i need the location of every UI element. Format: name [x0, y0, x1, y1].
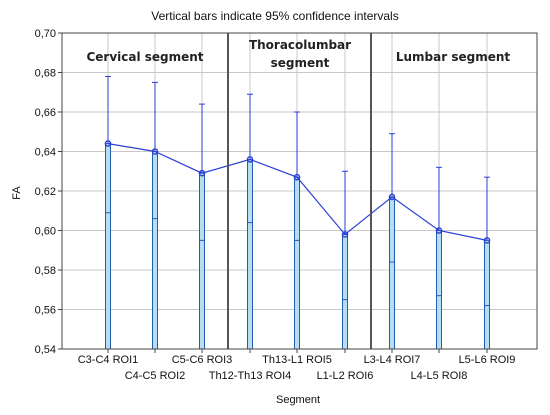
- segment-dividers: [227, 33, 372, 349]
- mean-point: [293, 173, 301, 181]
- chart-title: Vertical bars indicate 95% confidence in…: [151, 9, 398, 23]
- mean-point: [388, 193, 396, 201]
- mean-point: [246, 156, 254, 163]
- x-category-label: Th12-Th13 ROI4: [209, 370, 292, 382]
- bar: [342, 233, 348, 350]
- y-tick-label: 0,62: [35, 186, 56, 198]
- mean-point: [198, 169, 206, 177]
- y-tick-label: 0,56: [35, 305, 56, 317]
- segment-label-line: Thoracolumbar: [249, 38, 351, 52]
- bar: [484, 239, 490, 350]
- mean-point: [151, 148, 159, 155]
- segment-label: Cervical segment: [86, 50, 203, 64]
- y-tick-label: 0,58: [35, 265, 56, 277]
- mean-point: [435, 227, 443, 234]
- x-category-label: C5-C6 ROI3: [172, 354, 233, 366]
- y-tick-label: 0,68: [35, 68, 56, 80]
- segment-label-line: Lumbar segment: [396, 50, 511, 64]
- x-axis-label: Segment: [276, 394, 320, 406]
- bar: [389, 196, 395, 350]
- x-axis-categories: C3-C4 ROI1 C4-C5 ROI2 C5-C6 ROI3 Th12-Th13 …: [78, 349, 516, 382]
- segment-label: Thoracolumbar segment: [249, 38, 351, 70]
- x-category-label: Th13-L1 ROI5: [262, 354, 332, 366]
- x-category-label: C3-C4 ROI1: [78, 354, 139, 366]
- error-bars: [105, 75, 490, 241]
- bar: [199, 172, 205, 350]
- segment-label-line: Cervical segment: [86, 50, 203, 64]
- y-axis-ticks: 0,54 0,56 0,58 0,60 0,62 0,64 0,66 0,68 0,70: [35, 28, 62, 356]
- mean-line: [104, 140, 491, 244]
- mean-point: [483, 237, 491, 244]
- y-tick-label: 0,64: [35, 147, 56, 159]
- x-category-label: C4-C5 ROI2: [125, 370, 186, 382]
- bar: [152, 151, 158, 350]
- y-axis-label: FA: [11, 186, 23, 200]
- bar: [294, 176, 300, 350]
- x-category-label: L3-L4 ROI7: [364, 354, 421, 366]
- y-tick-label: 0,66: [35, 107, 56, 119]
- segment-label: Lumbar segment: [396, 50, 511, 64]
- y-tick-label: 0,54: [35, 344, 56, 356]
- mean-point: [104, 140, 112, 147]
- mean-point: [341, 231, 349, 238]
- x-category-label: L1-L2 ROI6: [317, 370, 374, 382]
- bar: [105, 143, 111, 350]
- bar: [247, 158, 253, 350]
- y-tick-label: 0,60: [35, 226, 56, 238]
- bar: [436, 230, 442, 350]
- mean-line-path: [107, 143, 488, 241]
- segment-labels: Cervical segment Thoracolumbar segment Lumb…: [86, 38, 510, 70]
- x-category-label: L4-L5 ROI8: [411, 370, 468, 382]
- x-category-label: L5-L6 ROI9: [459, 354, 516, 366]
- y-tick-label: 0,70: [35, 28, 56, 40]
- segment-label-line: segment: [271, 56, 330, 70]
